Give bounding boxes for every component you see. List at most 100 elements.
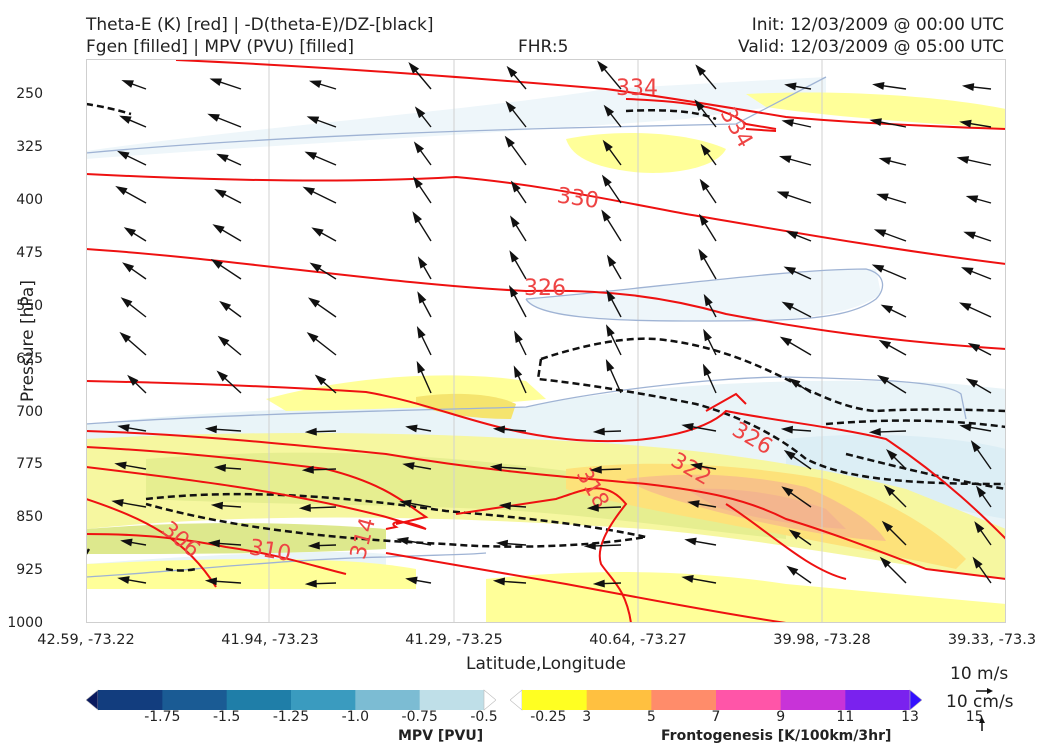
wind-vector-head	[690, 462, 703, 471]
wind-vector-head	[304, 151, 318, 160]
wind-vector-head	[505, 100, 517, 113]
wind-vector-head	[699, 178, 710, 191]
wind-vector-head	[117, 424, 130, 432]
wind-vector-head	[687, 500, 700, 508]
wind-vector-head	[963, 231, 976, 240]
y-tick-label: 700	[16, 403, 43, 420]
wind-vector-head	[408, 62, 420, 74]
colorbar-segment	[291, 690, 356, 710]
wind-vector-head	[681, 575, 694, 583]
colorbar-extend-low	[510, 689, 523, 711]
y-tick-label: 250	[16, 86, 43, 103]
wind-vector-head	[780, 425, 794, 434]
wind-vector-head	[417, 256, 428, 269]
wind-vector-head	[606, 289, 616, 302]
wind-vector-head	[965, 378, 979, 388]
wind-vector-head	[975, 485, 987, 498]
wind-vector-head	[883, 484, 896, 497]
wind-vector-head	[210, 259, 223, 269]
y-tick-label: 400	[16, 192, 43, 208]
x-axis-label: Latitude,Longitude	[466, 654, 626, 674]
wind-vector-head	[868, 427, 881, 436]
mpv-colorbar	[86, 689, 496, 711]
wind-vector-head	[306, 116, 320, 125]
wind-vector-head	[961, 83, 975, 91]
wind-vector-head	[314, 374, 327, 386]
wind-vector-head	[878, 157, 892, 165]
wind-vector-head	[302, 186, 316, 196]
colorbar-segment	[522, 690, 588, 710]
colorbar-extend-high	[483, 689, 496, 711]
wind-vector-head	[120, 297, 133, 308]
wind-vector-head	[413, 141, 425, 154]
wind-vector-head	[871, 264, 885, 273]
wind-vector-head	[597, 60, 608, 73]
wind-vector-head	[703, 293, 713, 307]
wind-vector-head	[304, 579, 317, 588]
wind-vector-head	[602, 139, 613, 152]
wind-vector-head	[416, 360, 426, 374]
wind-vector-head	[492, 425, 506, 434]
wind-vector-head	[115, 185, 128, 196]
wind-vector-head	[873, 229, 887, 238]
wind-vector-head	[606, 254, 617, 267]
wind-vector-head	[416, 326, 426, 339]
wind-vector-head	[212, 224, 225, 234]
wind-vector-head	[509, 250, 519, 263]
wind-vector-head	[881, 520, 894, 533]
colorbar-tick-label: -0.75	[401, 709, 438, 725]
wind-vector-head	[606, 324, 615, 337]
wind-vector-head	[121, 80, 134, 88]
wind-vector-head	[309, 262, 322, 273]
wind-vector-head	[402, 462, 415, 470]
wind-vector-head	[307, 541, 320, 550]
wind-vector-head	[219, 300, 232, 312]
x-tick-label: 41.94, -73.23	[221, 632, 319, 648]
wind-vector-head	[869, 118, 882, 127]
wind-vector-head	[959, 423, 972, 432]
contour-label-334a: 334	[616, 76, 658, 101]
colorbar-extend-high	[909, 689, 922, 711]
wind-vector-head	[956, 156, 970, 164]
wind-vector-head	[506, 65, 518, 78]
colorbar-tick-label: -1.25	[272, 709, 310, 725]
wind-vector-head	[127, 374, 139, 386]
colorbar-segment	[419, 690, 485, 710]
chart-title-line1: Theta-E (K) [red] | -D(theta-E)/DZ-[blac…	[86, 15, 434, 35]
wind-vector-head	[589, 465, 602, 474]
colorbar-tick-label: 7	[711, 709, 721, 725]
wind-vector-head	[681, 423, 694, 431]
wind-vector-head	[781, 301, 794, 311]
wind-vector-head	[781, 119, 794, 127]
colorbar-tick-label: 5	[646, 709, 656, 725]
wind-vector-head	[583, 541, 596, 550]
mpv-colorbar-title: MPV [PVU]	[398, 728, 484, 744]
wind-vector-head	[959, 119, 972, 128]
colorbar-segment	[716, 690, 782, 710]
wind-scale-arrow-horizontal	[976, 688, 993, 694]
wind-vector-head	[601, 174, 612, 187]
wind-vector-head	[123, 227, 136, 237]
y-tick-label: 625	[16, 350, 43, 367]
wind-vector-head	[207, 539, 221, 548]
wind-vector-head	[301, 465, 314, 474]
fgen-colorbar	[510, 689, 922, 711]
wind-vector-head	[776, 191, 790, 200]
wind-vector-head	[783, 449, 796, 461]
wind-vector-head	[880, 304, 894, 314]
wind-vector-head	[216, 153, 229, 163]
wind-vector-head	[417, 291, 427, 304]
wind-vector-head	[876, 374, 890, 385]
y-tick-label: 325	[16, 139, 43, 156]
wind-vector-head	[117, 576, 130, 584]
wind-vector-head	[495, 539, 509, 548]
y-tick-label: 850	[16, 509, 43, 526]
wind-vector-head	[788, 377, 801, 388]
stability-contours	[86, 102, 1006, 572]
plot-frame	[86, 59, 1006, 623]
wind-vector-head	[209, 78, 223, 87]
wind-vector-head	[513, 365, 523, 378]
wind-vector-head	[492, 577, 506, 586]
wind-vector-head	[698, 248, 708, 261]
colorbar-segment	[355, 690, 421, 710]
